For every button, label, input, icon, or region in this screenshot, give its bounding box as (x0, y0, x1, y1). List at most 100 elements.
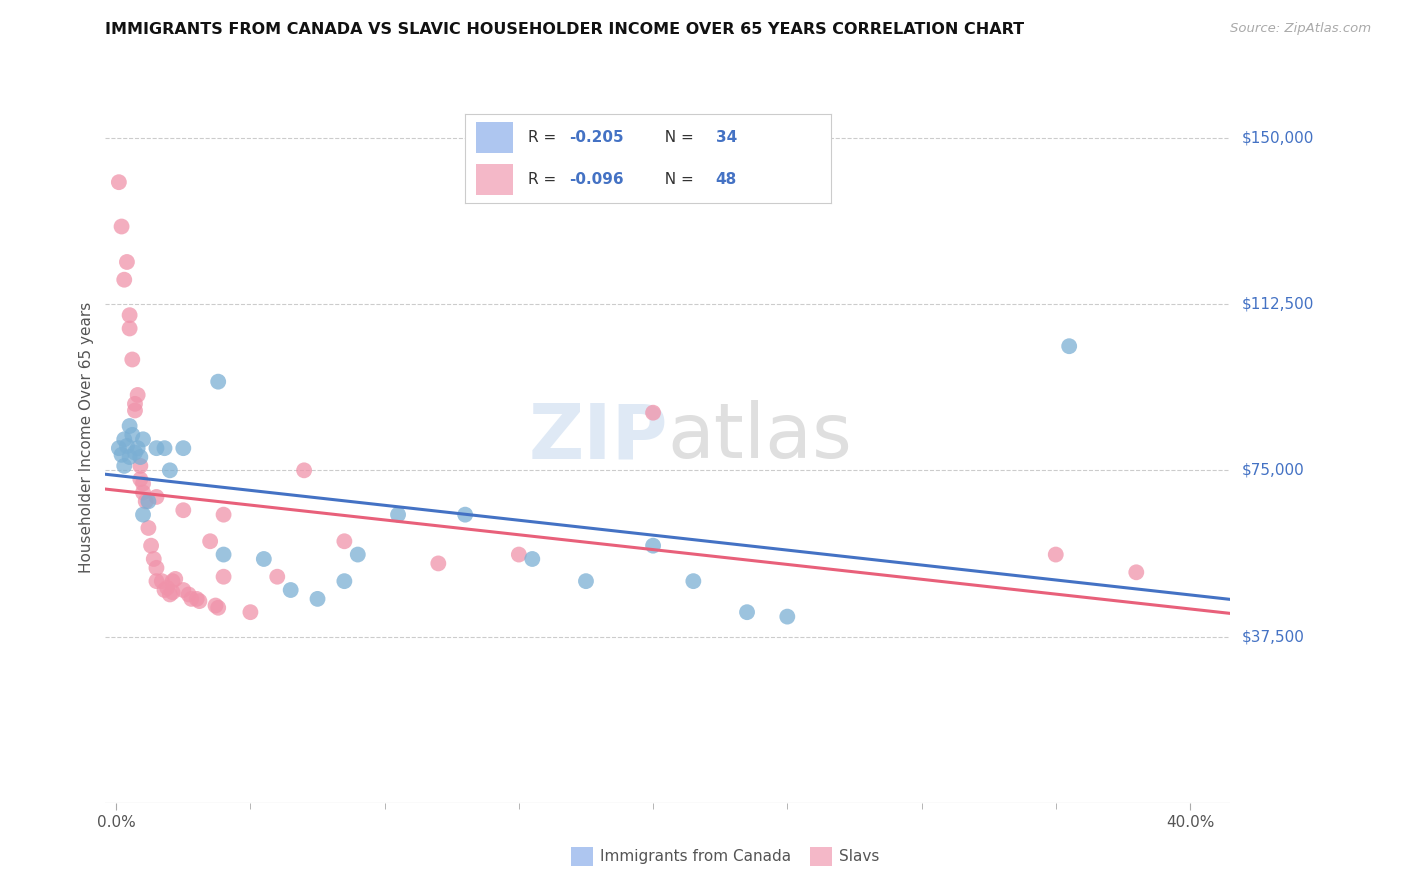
Point (387, 508, 409, 522)
Point (253, 552, 276, 566)
Point (121, 352, 143, 367)
Point (145, 490, 167, 504)
Point (139, 539, 162, 553)
Y-axis label: Householder Income Over 65 years: Householder Income Over 65 years (79, 301, 94, 573)
Point (108, 441, 131, 455)
Text: Slavs: Slavs (839, 849, 880, 863)
Point (124, 445, 146, 459)
Point (124, 403, 146, 417)
Point (153, 441, 176, 455)
Point (138, 521, 160, 535)
Text: Immigrants from Canada: Immigrants from Canada (600, 849, 792, 863)
Point (150, 574, 173, 589)
Text: -0.205: -0.205 (569, 130, 624, 145)
Point (135, 494, 157, 508)
Point (735, 605, 758, 619)
Point (121, 428, 143, 442)
Point (142, 552, 165, 566)
Point (346, 548, 368, 562)
Point (145, 441, 167, 455)
Point (292, 463, 315, 477)
Point (132, 508, 155, 522)
Text: N =: N = (655, 172, 699, 187)
Point (165, 572, 187, 586)
Point (124, 397, 146, 411)
Text: $75,000: $75,000 (1241, 463, 1305, 478)
Point (1125, 566, 1147, 580)
Point (1045, 548, 1067, 562)
Point (132, 476, 155, 491)
Point (333, 574, 356, 589)
Bar (477, 122, 513, 153)
Text: R =: R = (527, 130, 561, 145)
Point (110, 219, 132, 234)
Point (127, 441, 149, 455)
Point (204, 599, 226, 613)
Point (776, 609, 799, 624)
Point (641, 406, 664, 420)
Text: 48: 48 (716, 172, 737, 187)
Point (207, 600, 229, 615)
Point (172, 441, 194, 455)
Point (129, 458, 152, 473)
Point (508, 548, 530, 562)
Text: ZIP: ZIP (529, 401, 668, 474)
Point (212, 570, 235, 584)
Point (427, 557, 450, 571)
Point (118, 419, 141, 434)
Text: $37,500: $37,500 (1241, 629, 1305, 644)
Point (333, 534, 356, 549)
Point (162, 574, 184, 589)
Point (212, 548, 235, 562)
Point (159, 587, 181, 601)
Text: 34: 34 (716, 130, 737, 145)
Point (112, 273, 135, 287)
Point (454, 508, 477, 522)
Point (138, 494, 160, 508)
Point (118, 308, 141, 322)
Point (212, 508, 235, 522)
Text: $150,000: $150,000 (1241, 130, 1313, 145)
Point (159, 463, 181, 477)
Text: N =: N = (655, 130, 699, 145)
Point (188, 594, 211, 608)
Text: IMMIGRANTS FROM CANADA VS SLAVIC HOUSEHOLDER INCOME OVER 65 YEARS CORRELATION CH: IMMIGRANTS FROM CANADA VS SLAVIC HOUSEHO… (105, 22, 1025, 37)
Point (172, 582, 194, 597)
Point (641, 539, 664, 553)
Point (108, 175, 131, 189)
Text: -0.096: -0.096 (569, 172, 624, 187)
Point (1057, 339, 1080, 353)
Point (132, 485, 155, 500)
Point (115, 439, 138, 453)
Point (118, 321, 141, 335)
Point (198, 534, 221, 549)
Point (127, 388, 149, 402)
Point (112, 432, 135, 446)
Point (153, 582, 176, 597)
Point (110, 448, 132, 462)
Point (172, 503, 194, 517)
Point (307, 591, 329, 606)
Point (522, 552, 544, 566)
Point (682, 574, 704, 589)
Point (162, 585, 184, 599)
Point (132, 432, 155, 446)
Point (145, 561, 167, 575)
Point (156, 581, 179, 595)
Point (115, 255, 138, 269)
Text: $112,500: $112,500 (1241, 297, 1313, 311)
Point (575, 574, 598, 589)
Point (129, 450, 152, 464)
Point (118, 450, 141, 464)
Bar (477, 164, 513, 195)
Point (180, 591, 202, 606)
Point (266, 570, 288, 584)
Point (112, 458, 135, 473)
Point (177, 587, 200, 601)
Point (129, 472, 152, 486)
Text: R =: R = (527, 172, 561, 187)
Point (239, 605, 262, 619)
Text: Source: ZipAtlas.com: Source: ZipAtlas.com (1230, 22, 1371, 36)
Text: atlas: atlas (668, 401, 852, 474)
Point (186, 591, 208, 606)
